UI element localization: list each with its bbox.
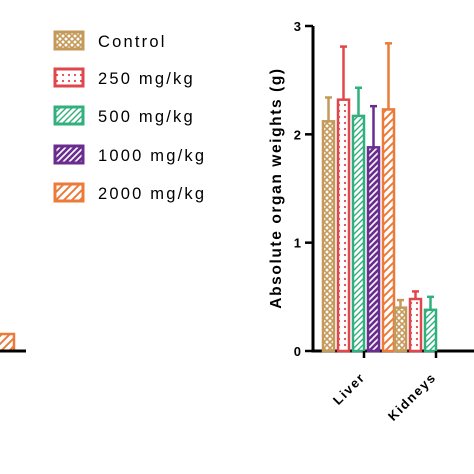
legend: Control 250 mg/kg 500 mg/kg 1000 mg/kg 2000 … <box>53 30 206 203</box>
legend-label: 250 mg/kg <box>98 70 195 88</box>
bar <box>336 98 351 353</box>
y-ticks: 0 1 2 3 <box>294 19 313 359</box>
bar <box>393 306 408 353</box>
legend-swatch <box>53 30 85 51</box>
category-labels: Liver Kidneys <box>330 351 439 424</box>
bar <box>351 114 366 353</box>
legend-label: Control <box>98 33 167 51</box>
legend-swatch <box>53 144 85 165</box>
y-tick-label: 3 <box>294 19 301 34</box>
legend-item: 250 mg/kg <box>53 67 195 88</box>
bars <box>321 42 438 353</box>
y-tick-label: 1 <box>294 236 301 251</box>
bar <box>321 120 336 353</box>
legend-label: 1000 mg/kg <box>98 147 206 165</box>
legend-item: 2000 mg/kg <box>53 182 206 203</box>
legend-swatch <box>53 182 85 203</box>
legend-item: Control <box>53 30 167 51</box>
bar <box>381 108 396 353</box>
y-tick-label: 0 <box>294 344 301 359</box>
category-label: Liver <box>330 370 368 408</box>
bar <box>408 297 423 353</box>
legend-item: 500 mg/kg <box>53 105 195 126</box>
left-panel-partial <box>0 332 26 353</box>
legend-swatch <box>53 105 85 126</box>
legend-item: 1000 mg/kg <box>53 144 206 165</box>
bar <box>366 146 381 353</box>
y-tick-label: 2 <box>294 127 301 142</box>
legend-label: 2000 mg/kg <box>98 185 206 203</box>
category-label: Kidneys <box>385 370 439 424</box>
legend-label: 500 mg/kg <box>98 108 195 126</box>
left-panel-bar <box>0 332 16 353</box>
bar <box>423 308 438 353</box>
y-axis-label: Absolute organ weights (g) <box>268 67 285 308</box>
legend-swatch <box>53 67 85 88</box>
